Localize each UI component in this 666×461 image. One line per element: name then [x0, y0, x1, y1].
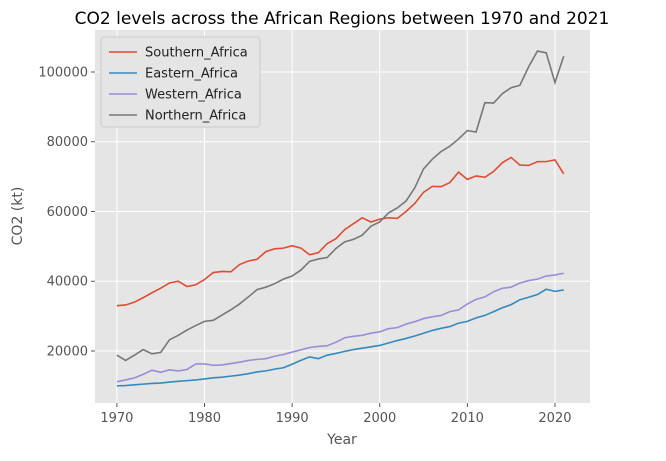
y-tick-label: 100000	[38, 65, 88, 80]
x-tick-label: 1970	[100, 411, 133, 426]
series-line	[116, 288, 564, 387]
legend-label: Eastern_Africa	[145, 67, 238, 82]
x-tick-label: 2010	[451, 411, 484, 426]
series-line	[116, 272, 564, 383]
y-tick-label: 80000	[47, 135, 88, 150]
y-tick-label: 20000	[47, 344, 88, 359]
y-tick-label: 60000	[47, 205, 88, 220]
y-tick-label: 40000	[47, 275, 88, 290]
chart-title: CO2 levels across the African Regions be…	[75, 9, 610, 29]
series-line	[116, 50, 565, 362]
legend-box	[100, 36, 261, 128]
y-axis-label: CO2 (kt)	[10, 187, 26, 246]
x-tick-label: 1990	[276, 411, 309, 426]
legend-label: Southern_Africa	[145, 46, 248, 61]
x-axis-label: Year	[326, 432, 357, 448]
x-tick-label: 1980	[188, 411, 221, 426]
series-line	[116, 156, 565, 307]
x-tick-label: 2020	[538, 411, 571, 426]
legend-label: Northern_Africa	[145, 109, 246, 124]
legend-label: Western_Africa	[145, 88, 242, 103]
x-tick-label: 2000	[363, 411, 396, 426]
